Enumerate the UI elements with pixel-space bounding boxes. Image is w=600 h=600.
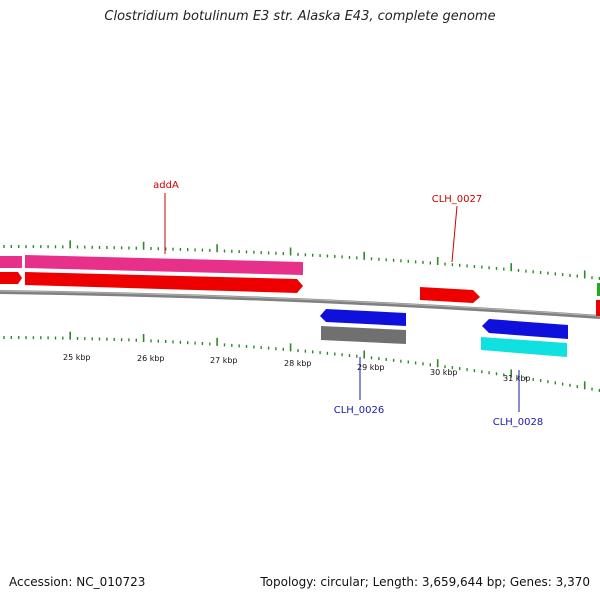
genome-backbone-highlight xyxy=(0,290,600,317)
gene-label-clh0026[interactable]: CLH_0026 xyxy=(334,405,385,416)
scale-label-30kbp: 30 kbp xyxy=(430,368,458,377)
accession-text: Accession: NC_010723 xyxy=(9,575,146,589)
feature-red-gene-left[interactable] xyxy=(0,272,22,284)
feature-blue-clh0028[interactable] xyxy=(482,319,568,339)
scale-label-26kbp: 26 kbp xyxy=(137,354,165,363)
scale-label-28kbp: 28 kbp xyxy=(284,359,312,368)
scale-label-29kbp: 29 kbp xyxy=(357,363,385,372)
feature-red-addA[interactable] xyxy=(25,272,303,293)
scale-label-25kbp: 25 kbp xyxy=(63,353,91,362)
gene-label-clh0027[interactable]: CLH_0027 xyxy=(432,194,483,205)
feature-gray-clh0026[interactable] xyxy=(321,326,406,344)
feature-red-right-edge[interactable] xyxy=(596,300,600,316)
leader-line-clh0027 xyxy=(451,205,458,263)
feature-blue-clh0026[interactable] xyxy=(320,309,406,326)
lower-tick-track xyxy=(3,331,600,392)
upper-tick-track xyxy=(3,240,600,280)
genome-summary-text: Topology: circular; Length: 3,659,644 bp… xyxy=(260,575,590,589)
feature-green-right-edge[interactable] xyxy=(597,283,600,296)
map-title: Clostridium botulinum E3 str. Alaska E43… xyxy=(104,9,496,24)
scale-label-27kbp: 27 kbp xyxy=(210,356,238,365)
feature-cyan-clh0028[interactable] xyxy=(481,337,567,357)
gene-label-addA[interactable]: addA xyxy=(153,180,179,191)
scale-label-31kbp: 31 kbp xyxy=(503,374,531,383)
feature-pink-addA[interactable] xyxy=(25,255,303,275)
feature-red-clh0027[interactable] xyxy=(420,287,480,303)
gene-label-clh0028[interactable]: CLH_0028 xyxy=(493,417,544,428)
feature-pink-gene-left[interactable] xyxy=(0,256,22,268)
genome-backbone xyxy=(0,290,600,319)
